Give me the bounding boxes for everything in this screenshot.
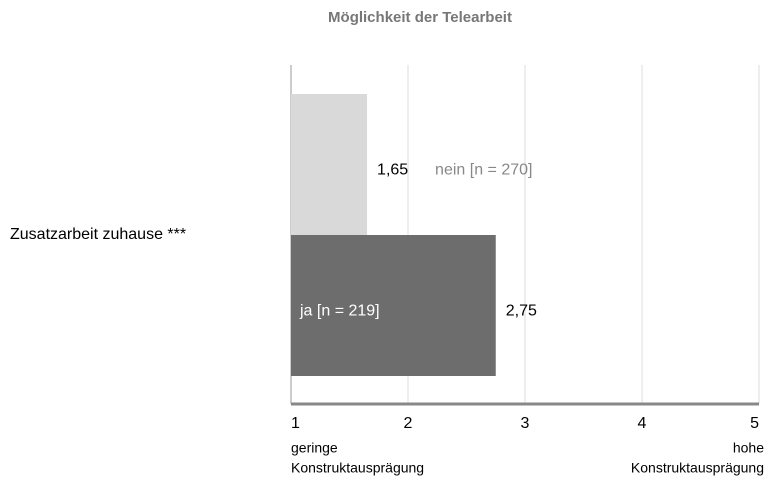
chart-title: Möglichkeit der Telearbeit bbox=[328, 9, 512, 26]
x-tick-label: 1 bbox=[291, 415, 300, 432]
axis-annotation: Konstruktausprägung bbox=[291, 460, 424, 476]
axis-annotation: hohe bbox=[733, 440, 764, 456]
x-tick-label: 5 bbox=[750, 415, 759, 432]
x-tick-label: 3 bbox=[521, 415, 530, 432]
series-label: nein [n = 270] bbox=[435, 161, 532, 178]
value-label: 1,65 bbox=[377, 161, 408, 178]
x-tick-label: 2 bbox=[404, 415, 413, 432]
series-label: ja [n = 219] bbox=[299, 302, 380, 319]
bar bbox=[291, 235, 496, 376]
bar bbox=[291, 94, 368, 235]
category-label: Zusatzarbeit zuhause *** bbox=[10, 226, 186, 243]
axis-annotation: geringe bbox=[291, 440, 338, 456]
x-tick-label: 4 bbox=[638, 415, 647, 432]
axis-annotation: Konstruktausprägung bbox=[631, 460, 764, 476]
value-label: 2,75 bbox=[506, 302, 537, 319]
